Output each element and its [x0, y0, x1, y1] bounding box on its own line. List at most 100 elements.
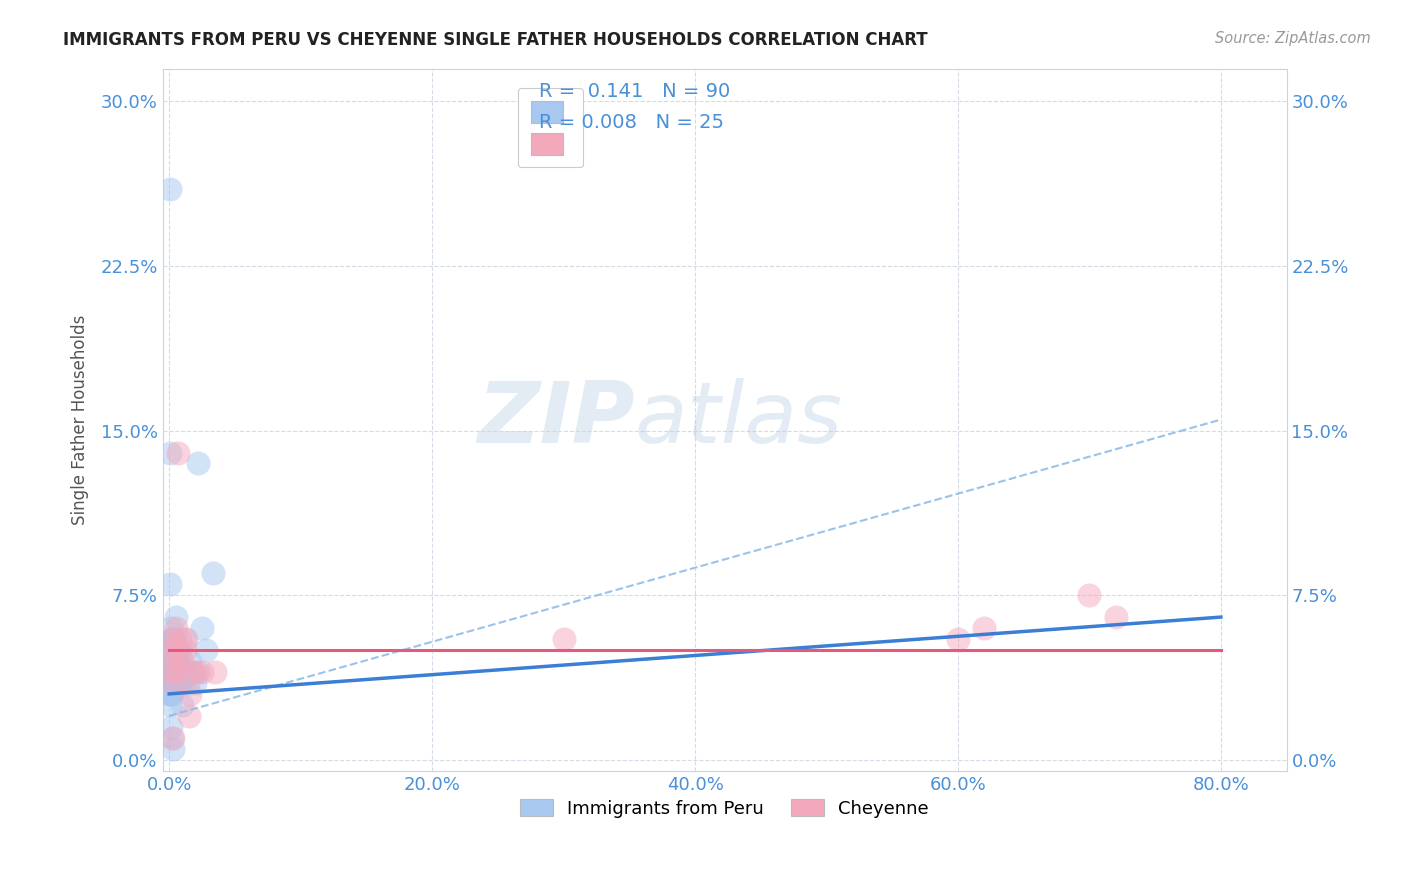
Text: ZIP: ZIP — [477, 378, 634, 461]
Point — [163, 676, 186, 690]
Point — [973, 621, 995, 635]
Point — [181, 665, 204, 679]
Point — [165, 665, 187, 679]
Point — [165, 621, 187, 635]
Point — [946, 632, 969, 646]
Text: Source: ZipAtlas.com: Source: ZipAtlas.com — [1215, 31, 1371, 46]
Text: IMMIGRANTS FROM PERU VS CHEYENNE SINGLE FATHER HOUSEHOLDS CORRELATION CHART: IMMIGRANTS FROM PERU VS CHEYENNE SINGLE … — [63, 31, 928, 49]
Point — [167, 665, 190, 679]
Point — [159, 654, 181, 668]
Point — [170, 665, 193, 679]
Point — [159, 687, 181, 701]
Point — [177, 709, 200, 723]
Point — [162, 665, 184, 679]
Point — [170, 665, 193, 679]
Point — [160, 654, 183, 668]
Point — [169, 676, 191, 690]
Point — [160, 643, 183, 657]
Point — [160, 687, 183, 701]
Point — [163, 643, 186, 657]
Point — [166, 665, 188, 679]
Point — [159, 577, 181, 591]
Point — [160, 676, 183, 690]
Point — [160, 665, 183, 679]
Point — [163, 654, 186, 668]
Point — [166, 676, 188, 690]
Point — [162, 643, 184, 657]
Point — [162, 676, 184, 690]
Y-axis label: Single Father Households: Single Father Households — [72, 314, 89, 524]
Point — [160, 731, 183, 745]
Point — [179, 687, 201, 701]
Point — [159, 643, 181, 657]
Point — [160, 643, 183, 657]
Point — [173, 665, 195, 679]
Point — [174, 632, 197, 646]
Point — [162, 632, 184, 646]
Point — [160, 654, 183, 668]
Point — [165, 665, 187, 679]
Point — [162, 676, 184, 690]
Point — [166, 654, 188, 668]
Point — [162, 665, 184, 679]
Point — [160, 665, 183, 679]
Point — [162, 665, 184, 679]
Point — [167, 676, 190, 690]
Point — [165, 610, 187, 624]
Point — [165, 654, 187, 668]
Point — [162, 665, 184, 679]
Point — [159, 676, 181, 690]
Point — [160, 676, 183, 690]
Point — [167, 654, 190, 668]
Point — [184, 676, 207, 690]
Point — [162, 741, 184, 756]
Point — [181, 665, 204, 679]
Point — [162, 731, 184, 745]
Point — [191, 665, 214, 679]
Point — [162, 654, 184, 668]
Point — [172, 654, 194, 668]
Point — [159, 445, 181, 459]
Point — [162, 632, 184, 646]
Point — [1078, 588, 1101, 602]
Point — [159, 643, 181, 657]
Point — [553, 632, 575, 646]
Point — [204, 665, 226, 679]
Legend: Immigrants from Peru, Cheyenne: Immigrants from Peru, Cheyenne — [513, 792, 936, 825]
Point — [191, 621, 214, 635]
Point — [1105, 610, 1128, 624]
Point — [162, 676, 184, 690]
Point — [174, 643, 197, 657]
Point — [160, 643, 183, 657]
Point — [165, 665, 187, 679]
Point — [166, 643, 188, 657]
Point — [160, 676, 183, 690]
Point — [160, 654, 183, 668]
Text: R =  0.141   N = 90: R = 0.141 N = 90 — [538, 81, 730, 101]
Point — [165, 665, 187, 679]
Point — [163, 665, 186, 679]
Point — [201, 566, 224, 581]
Point — [160, 676, 183, 690]
Point — [187, 457, 209, 471]
Text: R = 0.008   N = 25: R = 0.008 N = 25 — [538, 113, 724, 132]
Point — [165, 676, 187, 690]
Point — [160, 687, 183, 701]
Point — [172, 676, 194, 690]
Point — [159, 698, 181, 712]
Point — [163, 654, 186, 668]
Point — [159, 665, 181, 679]
Point — [163, 676, 186, 690]
Point — [194, 643, 217, 657]
Point — [172, 698, 194, 712]
Point — [174, 665, 197, 679]
Point — [162, 654, 184, 668]
Point — [163, 665, 186, 679]
Point — [163, 665, 186, 679]
Point — [160, 665, 183, 679]
Point — [159, 182, 181, 196]
Point — [162, 654, 184, 668]
Point — [184, 665, 207, 679]
Point — [167, 445, 190, 459]
Point — [160, 665, 183, 679]
